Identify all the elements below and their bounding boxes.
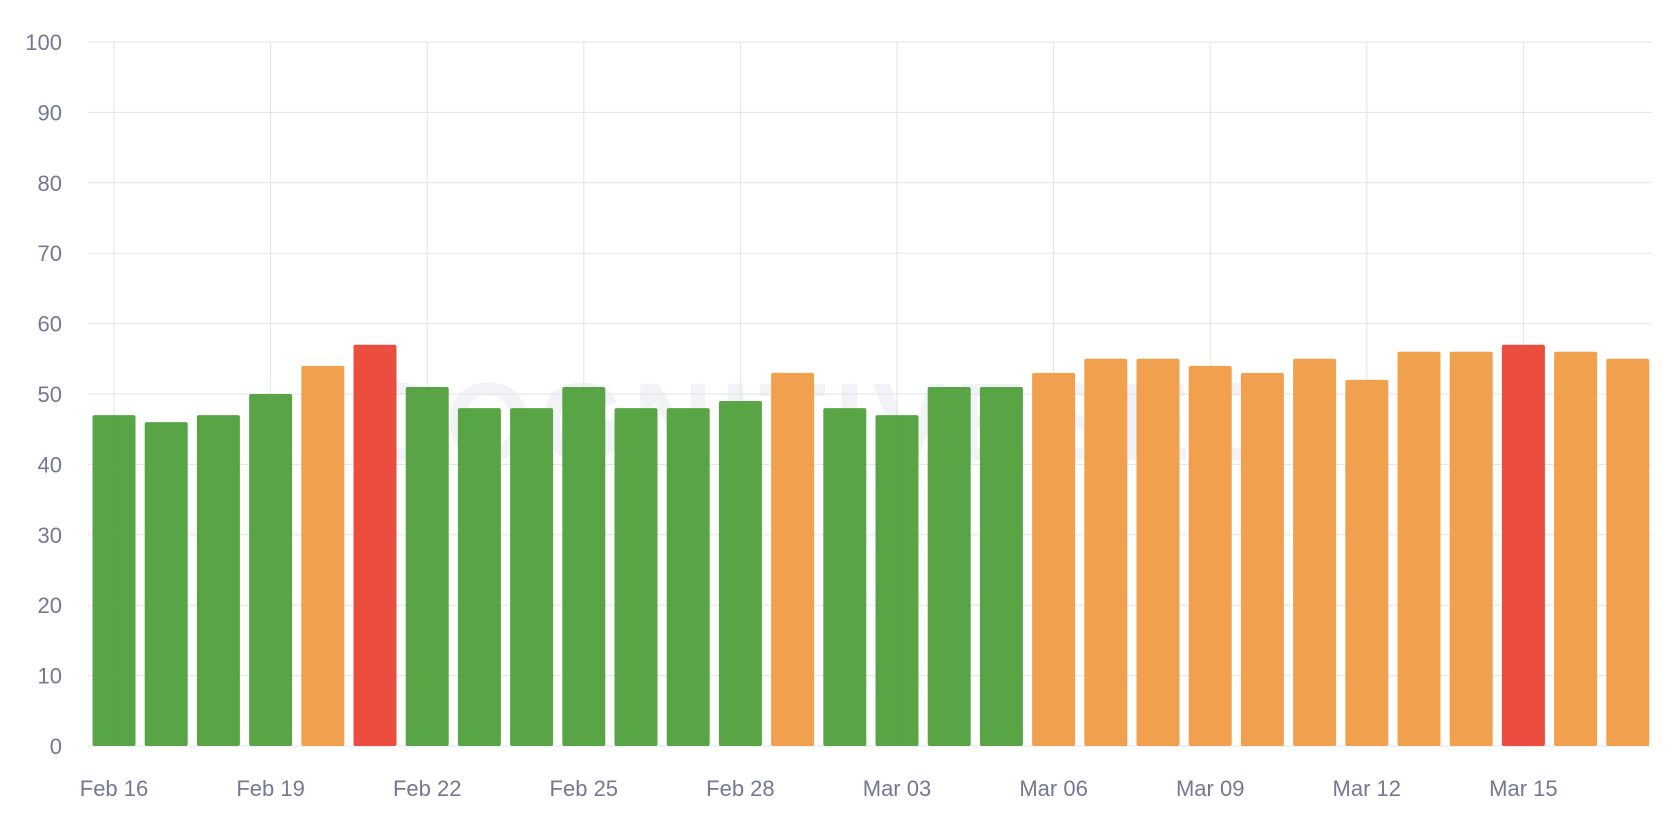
y-tick-label: 100	[25, 30, 62, 55]
x-tick-label: Feb 25	[550, 776, 619, 801]
bar-mar-05	[979, 386, 1023, 746]
y-tick-label: 20	[38, 593, 62, 618]
bar-mar-02	[823, 408, 867, 746]
bar-mar-13	[1397, 351, 1441, 746]
bar-feb-25	[562, 386, 606, 746]
bar-feb-27	[666, 408, 710, 746]
x-tick-label: Feb 28	[706, 776, 775, 801]
x-tick-label: Mar 03	[863, 776, 931, 801]
bar-mar-07	[1084, 358, 1128, 746]
bar-mar-17	[1606, 358, 1650, 746]
bar-feb-21	[353, 344, 397, 746]
bar-feb-19	[249, 394, 293, 746]
y-tick-label: 10	[38, 664, 62, 689]
x-tick-label: Mar 12	[1333, 776, 1401, 801]
y-tick-label: 30	[38, 523, 62, 548]
bar-mar-12	[1345, 379, 1389, 746]
bar-mar-08	[1136, 358, 1180, 746]
x-tick-label: Mar 06	[1019, 776, 1087, 801]
x-tick-label: Feb 22	[393, 776, 462, 801]
bar-feb-26	[614, 408, 658, 746]
y-tick-label: 90	[38, 100, 62, 125]
y-tick-label: 60	[38, 312, 62, 337]
bar-mar-16	[1554, 351, 1598, 746]
bar-mar-09	[1188, 365, 1232, 746]
bar-mar-14	[1449, 351, 1493, 746]
y-tick-label: 0	[50, 734, 62, 759]
bar-mar-11	[1293, 358, 1337, 746]
x-tick-label: Mar 15	[1489, 776, 1557, 801]
x-tick-label: Mar 09	[1176, 776, 1244, 801]
bar-feb-20	[301, 365, 345, 746]
bar-feb-17	[144, 422, 188, 746]
y-axis: 0 10 20 30 40 50 60 70 80 90 100	[25, 30, 62, 759]
x-axis: Feb 16 Feb 19 Feb 22 Feb 25 Feb 28 Mar 03 Mar …	[80, 776, 1558, 801]
bar-mar-06	[1032, 372, 1076, 746]
bar-feb-18	[196, 415, 240, 746]
x-tick-label: Feb 19	[236, 776, 305, 801]
bar-mar-03	[875, 415, 919, 746]
bar-feb-28	[718, 401, 762, 746]
chart-bars	[92, 344, 1650, 746]
y-tick-label: 80	[38, 171, 62, 196]
y-tick-label: 50	[38, 382, 62, 407]
bar-feb-23	[457, 408, 501, 746]
x-tick-label: Feb 16	[80, 776, 149, 801]
bar-mar-10	[1240, 372, 1284, 746]
bar-mar-01	[771, 372, 815, 746]
y-tick-label: 70	[38, 241, 62, 266]
bar-mar-04	[927, 386, 971, 746]
y-tick-label: 40	[38, 452, 62, 477]
bar-feb-24	[510, 408, 554, 746]
bar-feb-16	[92, 415, 136, 746]
bar-feb-22	[405, 386, 449, 746]
bar-mar-15	[1501, 344, 1545, 746]
